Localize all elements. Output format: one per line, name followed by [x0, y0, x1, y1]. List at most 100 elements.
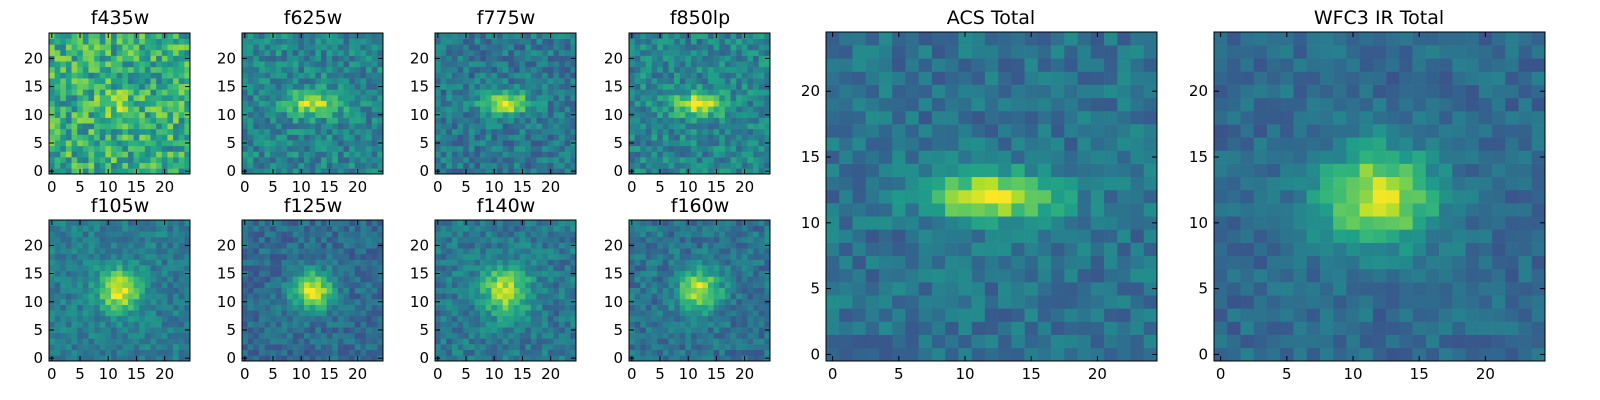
- heatmap-cell: [485, 66, 492, 73]
- heatmap-cell: [99, 248, 106, 255]
- heatmap-cell: [446, 168, 453, 175]
- heatmap-cell: [474, 49, 481, 56]
- heatmap-cell: [547, 327, 554, 334]
- heatmap-cell: [88, 44, 95, 51]
- heatmap-cell: [446, 83, 453, 90]
- heatmap-cell: [741, 293, 748, 300]
- heatmap-cell: [559, 270, 566, 277]
- heatmap-cell: [82, 145, 89, 152]
- heatmap-cell: [519, 321, 526, 328]
- heatmap-cell: [275, 225, 282, 232]
- heatmap-cell: [292, 128, 299, 135]
- heatmap-cell: [253, 95, 260, 101]
- heatmap-cell: [111, 72, 117, 79]
- heatmap-cell: [247, 355, 254, 362]
- heatmap-cell: [502, 344, 509, 351]
- heatmap-cell: [685, 128, 692, 135]
- heatmap-cell: [167, 49, 174, 56]
- heatmap-cell: [122, 315, 129, 322]
- heatmap-cell: [542, 349, 549, 356]
- heatmap-cell: [491, 338, 498, 345]
- heatmap-cell: [270, 61, 277, 68]
- heatmap-cell: [349, 128, 356, 135]
- heatmap-cell: [513, 304, 520, 311]
- heatmap-cell: [474, 349, 481, 356]
- heatmap-cell: [525, 111, 532, 118]
- heatmap-cell: [645, 162, 652, 169]
- heatmap-cell: [719, 33, 726, 39]
- heatmap-cell: [747, 55, 754, 62]
- heatmap-cell: [49, 117, 55, 124]
- heatmap-cell: [508, 162, 515, 169]
- heatmap-cell: [463, 95, 470, 101]
- heatmap-cell: [82, 287, 89, 294]
- heatmap-cell: [349, 220, 356, 226]
- heatmap-cell: [440, 66, 447, 73]
- y-tick-label: 5: [33, 134, 43, 152]
- heatmap-cell: [349, 332, 356, 339]
- heatmap-cell: [332, 128, 339, 135]
- heatmap-cell: [629, 44, 635, 51]
- heatmap-cell: [519, 111, 526, 118]
- heatmap-cell: [730, 128, 737, 135]
- heatmap-cell: [360, 111, 367, 118]
- heatmap-cell: [184, 282, 191, 288]
- heatmap-cell: [94, 128, 101, 135]
- heatmap-cell: [377, 265, 384, 272]
- heatmap-cell: [764, 100, 771, 107]
- heatmap-cell: [60, 344, 67, 351]
- heatmap-cell: [513, 61, 520, 68]
- heatmap-cell: [144, 106, 151, 113]
- heatmap-cell: [343, 349, 350, 356]
- heatmap-cell: [629, 49, 635, 56]
- heatmap-cell: [167, 78, 174, 85]
- heatmap-cell: [468, 276, 475, 283]
- heatmap-cell: [54, 111, 61, 118]
- heatmap-cell: [71, 95, 78, 101]
- heatmap-cell: [292, 89, 299, 96]
- heatmap-cell: [111, 66, 117, 73]
- heatmap-cell: [657, 298, 664, 305]
- heatmap-cell: [65, 44, 72, 51]
- heatmap-cell: [156, 355, 163, 362]
- heatmap-cell: [253, 321, 260, 328]
- heatmap-cell: [758, 38, 765, 45]
- heatmap-cell: [320, 66, 327, 73]
- heatmap-cell: [564, 248, 571, 255]
- heatmap-cell: [674, 100, 681, 107]
- heatmap-cell: [468, 95, 475, 101]
- heatmap-cell: [753, 327, 760, 334]
- heatmap-cell: [292, 100, 299, 107]
- heatmap-cell: [320, 321, 327, 328]
- heatmap-cell: [94, 332, 101, 339]
- heatmap-cell: [156, 44, 163, 51]
- heatmap-cell: [468, 248, 475, 255]
- heatmap-cell: [485, 253, 492, 260]
- heatmap-cell: [519, 248, 526, 255]
- heatmap-cell: [161, 310, 168, 317]
- heatmap-cell: [264, 95, 271, 101]
- heatmap-cell: [65, 231, 72, 238]
- heatmap-cell: [679, 78, 686, 85]
- heatmap-cell: [736, 140, 743, 147]
- heatmap-cell: [127, 157, 134, 164]
- heatmap-cell: [547, 61, 554, 68]
- heatmap-cell: [167, 327, 174, 334]
- y-tick-label: 0: [33, 162, 43, 180]
- heatmap-cell: [719, 100, 726, 107]
- heatmap-cell: [315, 49, 322, 56]
- heatmap-cell: [178, 95, 185, 101]
- heatmap-cell: [343, 225, 350, 232]
- heatmap-cell: [724, 338, 731, 345]
- heatmap-cell: [440, 151, 447, 158]
- heatmap-cell: [320, 162, 327, 169]
- heatmap-cell: [502, 100, 509, 107]
- heatmap-cell: [65, 162, 72, 169]
- heatmap-cell: [679, 44, 686, 51]
- heatmap-cell: [326, 78, 333, 85]
- heatmap-cell: [349, 270, 356, 277]
- heatmap-cell: [88, 321, 95, 328]
- heatmap-cell: [167, 111, 174, 118]
- heatmap-cell: [366, 344, 373, 351]
- heatmap-cell: [161, 349, 168, 356]
